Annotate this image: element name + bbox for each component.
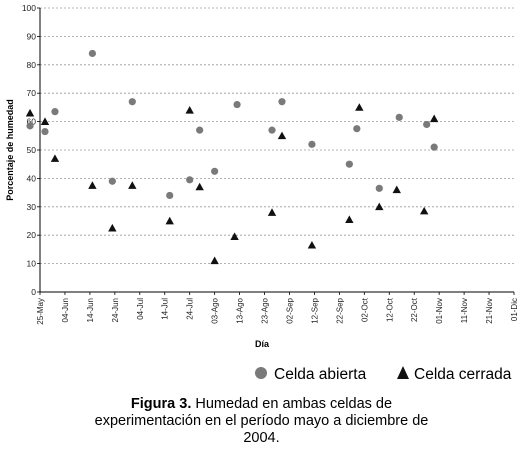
y-tick-label-40: 40 — [27, 173, 37, 183]
x-tick-label-01-Dic: 01-Dic — [510, 298, 519, 321]
axes — [37, 7, 515, 295]
point-celda-abierta-12 — [278, 98, 286, 106]
point-celda-cerrada-0 — [25, 108, 35, 117]
x-tick-label-21-Nov: 21-Nov — [485, 298, 494, 324]
y-tick-label-0: 0 — [31, 287, 36, 297]
point-celda-cerrada-4 — [108, 223, 117, 232]
legend-label-celda-cerrada: Celda cerrada — [414, 366, 512, 383]
y-tick-label-80: 80 — [27, 60, 37, 70]
point-celda-cerrada-11 — [267, 208, 277, 216]
x-tick-label-14-Jul: 14-Jul — [161, 298, 170, 320]
y-tick-label-30: 30 — [27, 202, 37, 212]
x-tick-label-22-Oct: 22-Oct — [410, 297, 419, 322]
point-celda-cerrada-14 — [345, 215, 354, 223]
x-tick-label-11-Nov: 11-Nov — [460, 298, 469, 323]
point-celda-abierta-5 — [128, 98, 136, 106]
caption-line-2: experimentación en el período mayo a dic… — [94, 413, 429, 429]
point-celda-abierta-19 — [430, 143, 438, 151]
x-tick-label-25-May: 25-May — [36, 298, 45, 325]
x-tick-label-23-Ago: 23-Ago — [261, 297, 270, 323]
point-celda-cerrada-2 — [50, 154, 60, 162]
y-tick-label-100: 100 — [22, 3, 36, 13]
caption-label: Figura 3. — [130, 396, 192, 412]
point-celda-cerrada-15 — [355, 103, 364, 111]
legend-label-celda-abierta: Celda abierta — [274, 366, 367, 383]
point-celda-cerrada-5 — [128, 181, 137, 189]
legend-marker-celda-cerrada — [397, 366, 409, 379]
caption-text: Humedad en ambas celdas de — [191, 396, 393, 412]
caption-line-3: 2004. — [243, 430, 280, 446]
x-tick-label-01-Nov: 01-Nov — [435, 298, 444, 324]
point-celda-abierta-7 — [186, 176, 194, 184]
x-tick-label-22-Sep: 22-Sep — [335, 297, 344, 323]
point-celda-abierta-9 — [211, 167, 219, 175]
point-celda-cerrada-17 — [392, 185, 401, 194]
data-points — [25, 49, 439, 265]
y-tick-label-20: 20 — [27, 230, 37, 240]
y-tick-label-90: 90 — [27, 31, 37, 41]
point-celda-abierta-17 — [395, 113, 403, 121]
legend-marker-celda-abierta — [255, 367, 267, 379]
figure-caption: Figura 3. Humedad en ambas celdas de exp… — [0, 396, 523, 447]
point-celda-abierta-15 — [353, 125, 361, 133]
point-celda-abierta-0 — [26, 122, 34, 130]
point-celda-cerrada-10 — [230, 232, 239, 240]
point-celda-cerrada-18 — [419, 206, 429, 215]
x-tick-label-24-Jun: 24-Jun — [111, 298, 120, 322]
caption-line-1: Figura 3. Humedad en ambas celdas de — [0, 396, 523, 413]
y-tick-labels: 0 10 20 30 40 50 60 70 80 90 100 — [22, 3, 36, 297]
point-celda-cerrada-1 — [40, 117, 50, 125]
point-celda-cerrada-8 — [195, 182, 204, 191]
x-tick-label-13-Ago: 13-Ago — [236, 297, 245, 323]
point-celda-abierta-4 — [108, 177, 116, 185]
point-celda-abierta-14 — [345, 160, 353, 168]
grid-lines — [40, 7, 514, 265]
scatter-chart: 0 10 20 30 40 50 60 70 80 90 100 25-May 04-Jun 14-Ju… — [5, 3, 519, 383]
point-celda-abierta-16 — [375, 184, 383, 192]
x-tick-labels: 25-May 04-Jun 14-Jun 24-Jun 04-Jul 14-Jul 24-J… — [36, 297, 519, 324]
x-tick-label-02-Oct: 02-Oct — [360, 297, 369, 322]
x-tick-label-03-Ago: 03-Ago — [211, 297, 220, 323]
point-celda-cerrada-12 — [277, 131, 287, 140]
x-tick-label-24-Jul: 24-Jul — [186, 298, 195, 320]
point-celda-abierta-10 — [233, 100, 241, 109]
x-tick-label-12-Oct: 12-Oct — [385, 297, 394, 322]
point-celda-cerrada-9 — [210, 256, 219, 265]
x-tick-label-14-Jun: 14-Jun — [86, 298, 95, 322]
point-celda-cerrada-13 — [307, 240, 317, 249]
point-celda-abierta-3 — [88, 49, 96, 58]
point-celda-abierta-1 — [41, 127, 49, 136]
point-celda-abierta-11 — [268, 126, 276, 134]
point-celda-abierta-2 — [51, 108, 59, 116]
y-tick-label-60: 60 — [27, 117, 37, 127]
legend: Celda abierta Celda cerrada — [255, 366, 512, 383]
x-axis-label: Día — [255, 339, 270, 349]
point-celda-abierta-6 — [166, 191, 174, 200]
point-celda-cerrada-6 — [165, 216, 174, 225]
point-celda-cerrada-19 — [429, 114, 439, 123]
point-celda-cerrada-3 — [88, 181, 97, 189]
y-tick-label-70: 70 — [27, 88, 37, 98]
y-tick-label-10: 10 — [27, 259, 37, 269]
point-celda-abierta-8 — [196, 126, 204, 134]
y-tick-label-50: 50 — [27, 145, 37, 155]
x-tick-label-04-Jun: 04-Jun — [61, 298, 70, 322]
x-tick-label-02-Sep: 02-Sep — [285, 297, 294, 323]
point-celda-cerrada-7 — [185, 106, 194, 114]
point-celda-cerrada-16 — [375, 202, 384, 211]
point-celda-abierta-18 — [423, 120, 431, 129]
x-tick-label-04-Jul: 04-Jul — [136, 298, 145, 320]
point-celda-abierta-13 — [308, 140, 316, 148]
x-tick-label-12-Sep: 12-Sep — [310, 297, 319, 323]
y-axis-label: Porcentaje de humedad — [5, 99, 15, 201]
